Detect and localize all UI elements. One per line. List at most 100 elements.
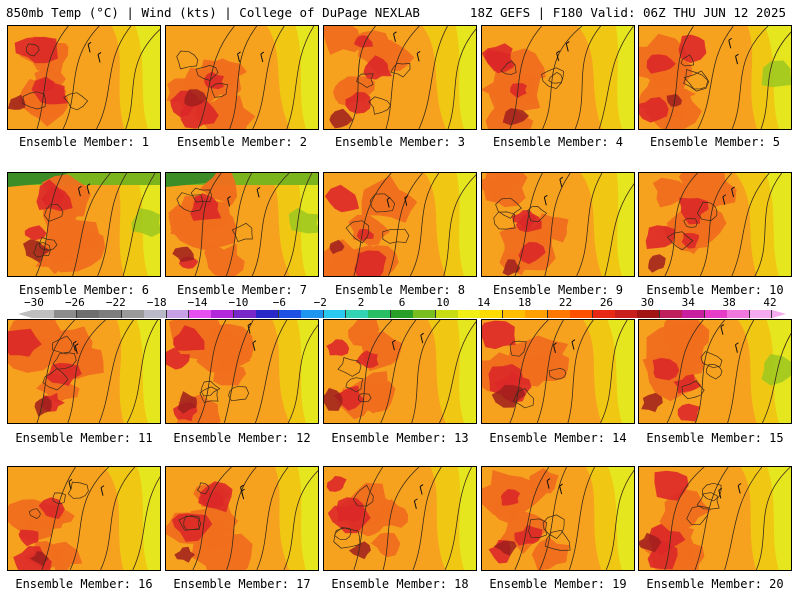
temperature-field (324, 320, 476, 423)
ensemble-member-label: Ensemble Member: 13 (331, 431, 469, 445)
ensemble-member-map (323, 25, 477, 130)
colorbar-swatch (76, 310, 100, 318)
colorbar-tick-label: 10 (436, 296, 450, 309)
ensemble-member-map (481, 319, 635, 424)
colorbar-swatch (278, 310, 302, 318)
temperature-field (324, 467, 476, 570)
colorbar-tick-label: 22 (558, 296, 573, 309)
colorbar-swatch (458, 310, 481, 318)
colorbar-swatch (32, 310, 55, 318)
colorbar-swatch (435, 310, 459, 318)
colorbar-swatch (323, 310, 347, 318)
colorbar-tick-label: 2 (357, 296, 365, 309)
colorbar-tick-label: −22 (105, 296, 126, 309)
colorbar-swatch (704, 310, 728, 318)
temperature-field (8, 173, 160, 276)
colorbar-swatch (121, 310, 145, 318)
ensemble-member-label: Ensemble Member: 10 (646, 283, 784, 297)
colorbar-tick-label: 30 (640, 296, 654, 309)
colorbar-tick-label: 38 (722, 296, 736, 309)
map-title: 850mb Temp (°C) | Wind (kts) | College o… (6, 5, 420, 20)
colorbar-swatch (480, 310, 504, 318)
colorbar-tick-label: 42 (763, 296, 777, 309)
run-valid-time: 18Z GEFS | F180 Valid: 06Z THU JUN 12 20… (469, 5, 786, 20)
ensemble-member-map (165, 172, 319, 277)
ensemble-member-label: Ensemble Member: 18 (331, 577, 469, 591)
ensemble-member-label: Ensemble Member: 1 (18, 135, 150, 149)
ensemble-member-label: Ensemble Member: 8 (334, 283, 466, 297)
colorbar-tick-label: 18 (518, 296, 532, 309)
colorbar-swatch (54, 310, 78, 318)
ensemble-member-map (481, 25, 635, 130)
colorbar-tick-label: −10 (228, 296, 249, 309)
ensemble-member-map (7, 172, 161, 277)
temperature-field (482, 467, 634, 570)
colorbar-swatch (345, 310, 369, 318)
temperature-field (166, 320, 318, 423)
temperature-field (482, 320, 634, 423)
colorbar-strip (32, 310, 773, 318)
ensemble-member-label: Ensemble Member: 14 (489, 431, 627, 445)
colorbar-swatch (256, 310, 280, 318)
ensemble-member-label: Ensemble Member: 15 (646, 431, 784, 445)
ensemble-member-map (481, 172, 635, 277)
colorbar-swatch (682, 310, 706, 318)
temperature-field (166, 467, 318, 570)
ensemble-member-label: Ensemble Member: 16 (15, 577, 153, 591)
ensemble-member-map (323, 172, 477, 277)
ensemble-member-label: Ensemble Member: 3 (334, 135, 466, 149)
temperature-field (8, 320, 160, 423)
ensemble-member-map (165, 466, 319, 571)
ensemble-member-map (638, 172, 792, 277)
ensemble-member-map (638, 25, 792, 130)
colorbar-swatch (390, 310, 414, 318)
colorbar-tick-label: −18 (146, 296, 167, 309)
colorbar-swatch (233, 310, 257, 318)
temperature-field (639, 26, 791, 129)
colorbar-swatch (301, 310, 324, 318)
ensemble-member-label: Ensemble Member: 9 (492, 283, 624, 297)
colorbar-tick-label: 6 (398, 296, 406, 309)
colorbar-swatch (547, 310, 571, 318)
colorbar-swatch (659, 310, 683, 318)
colorbar-swatch (502, 310, 526, 318)
ensemble-member-label: Ensemble Member: 19 (489, 577, 627, 591)
ensemble-member-map (7, 319, 161, 424)
colorbar-swatch (637, 310, 661, 318)
ensemble-member-label: Ensemble Member: 2 (176, 135, 308, 149)
colorbar-tick-label: −30 (24, 296, 44, 309)
ensemble-member-map (481, 466, 635, 571)
ensemble-member-label: Ensemble Member: 11 (15, 431, 153, 445)
colorbar-tick-label: −26 (64, 296, 85, 309)
ensemble-member-map (638, 319, 792, 424)
ensemble-member-map (323, 466, 477, 571)
colorbar-tick-label: −6 (272, 296, 286, 309)
ensemble-member-label: Ensemble Member: 5 (649, 135, 781, 149)
colorbar-swatch (615, 310, 638, 318)
temperature-field (639, 467, 791, 570)
colorbar-swatch (211, 310, 235, 318)
colorbar-swatch (188, 310, 212, 318)
temperature-field (324, 26, 476, 129)
ensemble-member-label: Ensemble Member: 17 (173, 577, 311, 591)
ensemble-member-label: Ensemble Member: 20 (646, 577, 784, 591)
temperature-field (324, 173, 476, 276)
ensemble-member-label: Ensemble Member: 4 (492, 135, 624, 149)
ensemble-member-map (7, 466, 161, 571)
colorbar-swatch (570, 310, 594, 318)
temperature-field (8, 26, 160, 129)
ensemble-member-map (165, 25, 319, 130)
colorbar-swatch (413, 310, 437, 318)
ensemble-member-map (323, 319, 477, 424)
colorbar-swatch (749, 310, 773, 318)
colorbar-swatch (727, 310, 751, 318)
colorbar-right-arrow (772, 310, 786, 318)
temperature-field (482, 26, 634, 129)
colorbar-tick-label: −14 (187, 296, 208, 309)
temperature-field (639, 320, 791, 423)
colorbar-tick-label: 14 (477, 296, 491, 309)
ensemble-member-label: Ensemble Member: 12 (173, 431, 311, 445)
ensemble-member-map (7, 25, 161, 130)
temperature-field (8, 467, 160, 570)
temperature-field (166, 26, 318, 129)
